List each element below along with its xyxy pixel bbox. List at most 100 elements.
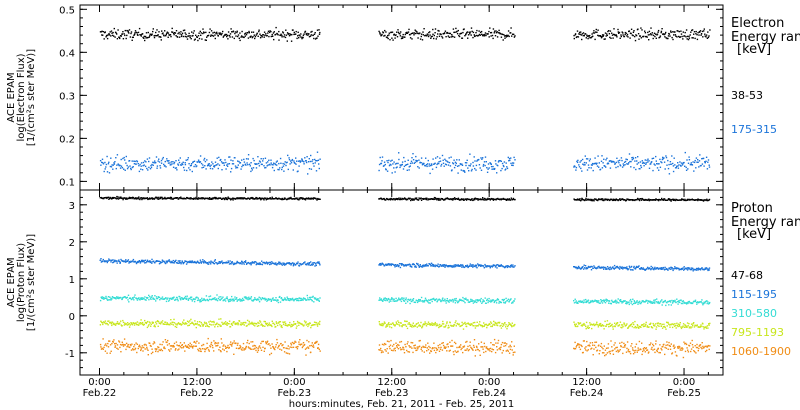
data-point [385,31,387,33]
data-point [446,321,448,323]
data-point [157,325,159,327]
data-point [123,260,125,262]
data-point [116,154,119,156]
data-point [223,322,226,324]
data-point [188,321,190,323]
data-point [628,268,630,270]
data-point [696,161,698,163]
data-point [580,160,582,162]
data-point [429,31,431,33]
data-point [417,263,419,265]
data-point [447,32,449,34]
data-point [153,35,155,37]
data-point [268,322,270,324]
data-point [457,172,459,174]
data-point [604,302,607,304]
data-point [256,325,259,327]
data-point [171,298,173,300]
data-point [444,325,447,328]
data-point [503,266,505,268]
data-point [397,299,399,301]
data-point [379,264,381,266]
data-point [252,36,254,38]
data-point [633,166,635,169]
data-point [477,325,479,327]
data-point [707,301,709,303]
data-point [161,321,163,324]
data-point [317,262,320,264]
data-point [139,297,142,299]
data-point [469,300,472,302]
data-point [379,156,381,159]
data-point [445,36,447,38]
data-point [601,302,604,304]
data-point [416,197,418,199]
data-point [184,162,186,164]
data-point [318,322,320,324]
data-point [614,301,617,303]
data-point [108,34,111,36]
data-point [170,297,172,300]
data-point [475,198,478,200]
data-point [507,325,509,328]
data-point [115,157,117,159]
data-point [685,303,688,305]
data-point [484,32,487,34]
data-point [299,299,302,302]
data-point [703,30,705,32]
data-point [392,39,394,41]
data-point [505,326,507,328]
data-point [182,29,185,32]
data-point [691,267,694,269]
data-point [169,34,172,36]
data-point [196,197,198,199]
data-point [227,196,229,198]
data-point [475,34,478,37]
data-point [216,322,218,324]
data-point [411,324,414,326]
data-point [237,299,239,301]
data-point [394,171,396,173]
data-point [124,260,126,262]
data-point [456,300,458,302]
data-point [380,162,383,165]
data-point [299,35,301,37]
data-point [315,298,318,301]
data-point [166,158,168,160]
data-point [668,198,671,200]
data-point [427,299,430,301]
data-point [262,34,264,36]
data-point [284,264,286,266]
data-point [389,198,391,200]
data-point [462,265,464,267]
data-point [282,299,284,302]
data-point [402,264,405,266]
data-point [706,37,709,39]
data-point [131,39,133,41]
data-point [272,35,274,37]
data-point [290,326,292,328]
data-point [236,30,238,32]
data-point [495,163,497,165]
data-point [697,199,699,202]
data-point [260,263,262,265]
data-point [576,199,578,201]
data-point [420,197,422,199]
data-point [606,299,608,301]
data-point [295,323,297,325]
data-point [438,326,440,329]
data-point [693,161,696,164]
data-point [403,198,405,200]
data-point [655,155,657,158]
data-point [232,197,235,199]
data-point [231,163,234,165]
data-point [388,164,391,167]
data-point [585,199,588,201]
data-point [319,264,321,266]
data-point [575,166,578,169]
data-point [610,268,613,270]
data-point [404,320,406,322]
data-point [460,264,462,266]
data-point [671,299,673,302]
data-point [490,265,492,267]
